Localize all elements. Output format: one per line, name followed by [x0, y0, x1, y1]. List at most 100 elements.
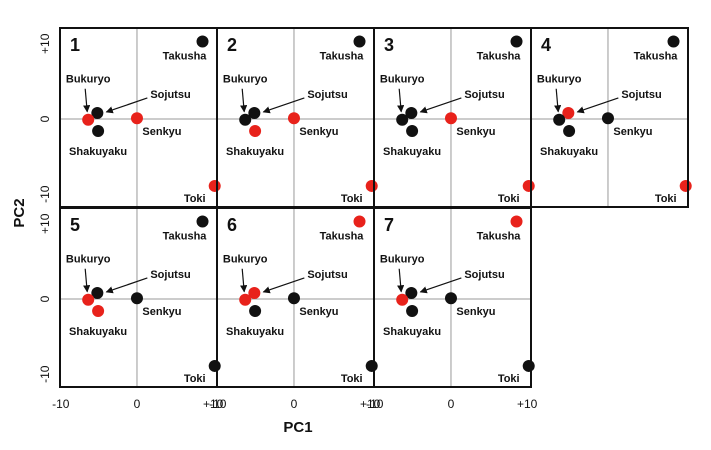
point — [553, 113, 566, 126]
panel-number: 1 — [70, 35, 80, 55]
panel-number: 7 — [384, 215, 394, 235]
point-label: Shakuyaku — [226, 146, 284, 158]
x-tick-label: +10 — [360, 397, 381, 411]
point-label: Bukuryo — [223, 254, 268, 266]
point — [396, 293, 409, 306]
arrow — [262, 277, 305, 294]
point-label: Takusha — [477, 230, 522, 242]
point — [208, 359, 221, 372]
x-axis-title: PC1 — [283, 419, 312, 436]
point — [196, 35, 209, 48]
point-label: Toki — [184, 193, 206, 205]
point-label: Sojutsu — [150, 269, 190, 281]
point-label: Senkyu — [456, 126, 495, 138]
y-tick-label: +10 — [38, 33, 52, 54]
y-tick-label: 0 — [38, 295, 52, 302]
point-label: Shakuyaku — [69, 146, 127, 158]
point-label: Sojutsu — [307, 89, 347, 101]
point-label: Takusha — [163, 50, 208, 62]
point-label: Senkyu — [613, 126, 652, 138]
point — [522, 179, 535, 192]
point-label: Bukuryo — [537, 74, 582, 86]
point-label: Takusha — [634, 50, 679, 62]
point-label: Sojutsu — [464, 89, 504, 101]
point-label: Sojutsu — [150, 89, 190, 101]
point — [365, 179, 378, 192]
point-label: Toki — [498, 373, 520, 385]
point — [405, 106, 418, 119]
panel-number: 4 — [541, 35, 551, 55]
point — [287, 112, 300, 125]
point — [248, 106, 261, 119]
x-tick-label: 0 — [291, 397, 298, 411]
arrow — [105, 277, 148, 294]
point — [365, 359, 378, 372]
point-label: Bukuryo — [223, 74, 268, 86]
point-label: Takusha — [163, 230, 208, 242]
point-label: Senkyu — [142, 126, 181, 138]
point — [239, 293, 252, 306]
point-label: Senkyu — [299, 126, 338, 138]
point — [130, 292, 143, 305]
point-label: Takusha — [320, 50, 365, 62]
point — [679, 179, 692, 192]
point — [196, 215, 209, 228]
point-label: Sojutsu — [621, 89, 661, 101]
point — [92, 305, 105, 318]
x-tick-label: -10 — [366, 397, 384, 411]
x-tick-label: -10 — [52, 397, 70, 411]
arrow — [240, 88, 248, 113]
point — [82, 293, 95, 306]
point-label: Toki — [184, 373, 206, 385]
point-label: Takusha — [320, 230, 365, 242]
point — [130, 112, 143, 125]
x-tick-label: -10 — [209, 397, 227, 411]
point — [91, 286, 104, 299]
arrow — [419, 97, 462, 114]
point-label: Toki — [341, 373, 363, 385]
y-tick-label: 0 — [38, 115, 52, 122]
point — [522, 359, 535, 372]
point — [239, 113, 252, 126]
point — [562, 106, 575, 119]
x-tick-label: 0 — [448, 397, 455, 411]
panel-number: 3 — [384, 35, 394, 55]
y-axis-title: PC2 — [11, 198, 28, 227]
point-label: Shakuyaku — [383, 146, 441, 158]
arrow — [83, 268, 91, 293]
point — [601, 112, 614, 125]
point — [667, 35, 680, 48]
panel-border — [530, 27, 689, 208]
arrow — [105, 97, 148, 114]
point-label: Senkyu — [142, 306, 181, 318]
point-label: Toki — [498, 193, 520, 205]
point-label: Shakuyaku — [226, 326, 284, 338]
point — [563, 125, 576, 138]
panel-number: 2 — [227, 35, 237, 55]
point-label: Bukuryo — [380, 74, 425, 86]
arrow — [419, 277, 462, 294]
point — [353, 35, 366, 48]
y-tick-label: +10 — [38, 213, 52, 234]
point-label: Senkyu — [456, 306, 495, 318]
point — [444, 112, 457, 125]
point — [405, 286, 418, 299]
point — [92, 125, 105, 138]
point-label: Toki — [341, 193, 363, 205]
arrow — [262, 97, 305, 114]
point — [510, 35, 523, 48]
panel-number: 6 — [227, 215, 237, 235]
arrow — [397, 268, 405, 293]
point-label: Sojutsu — [464, 269, 504, 281]
arrow — [83, 88, 91, 113]
x-tick-label: 0 — [134, 397, 141, 411]
point — [444, 292, 457, 305]
y-tick-label: -10 — [38, 365, 52, 383]
panel-number: 5 — [70, 215, 80, 235]
point — [82, 113, 95, 126]
point — [249, 125, 262, 138]
x-tick-label: +10 — [203, 397, 224, 411]
point — [406, 125, 419, 138]
point — [396, 113, 409, 126]
